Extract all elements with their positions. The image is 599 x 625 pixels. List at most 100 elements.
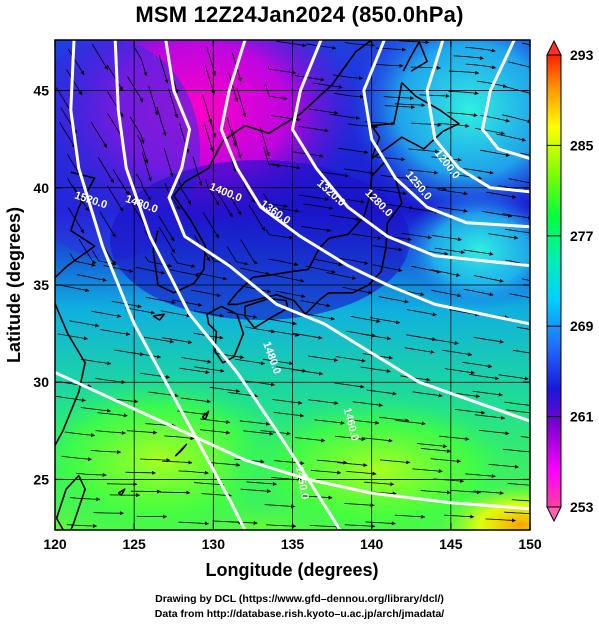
- streamline-arrow: [269, 206, 300, 213]
- streamline-arrow: [406, 309, 437, 317]
- coastline: [226, 161, 403, 315]
- streamline-arrow: [309, 524, 341, 529]
- streamline-arrow: [338, 147, 369, 155]
- streamline-arrow: [350, 316, 381, 324]
- streamline-arrow: [107, 482, 138, 487]
- streamline-arrow: [420, 490, 451, 495]
- streamline-arrow: [310, 469, 342, 475]
- streamline-arrow: [127, 76, 144, 103]
- colorbar-label: 253: [570, 499, 594, 515]
- streamline-arrow: [144, 256, 173, 268]
- streamline-arrow: [439, 123, 470, 128]
- streamline-arrow: [164, 435, 195, 441]
- streamline-arrow: [338, 257, 369, 265]
- streamline-arrow: [199, 429, 231, 435]
- streamline-arrow: [455, 409, 486, 415]
- streamline-arrow: [346, 471, 377, 476]
- streamline-arrow: [80, 407, 111, 413]
- streamline-arrow: [394, 514, 426, 519]
- streamline-arrow: [90, 121, 108, 148]
- x-tick-label: 130: [202, 536, 226, 552]
- streamline-arrow: [276, 40, 307, 48]
- streamline-arrow: [498, 374, 529, 381]
- streamline-arrow: [265, 84, 288, 101]
- x-tick-label: 150: [518, 536, 542, 552]
- streamline-arrow: [292, 369, 324, 376]
- streamline-arrow: [168, 88, 179, 119]
- streamline-arrow: [400, 375, 431, 382]
- streamline-arrow: [329, 214, 360, 222]
- streamline-arrow: [379, 459, 411, 465]
- streamline-arrow: [205, 178, 220, 206]
- coastline: [201, 410, 210, 420]
- streamline-arrow: [520, 436, 530, 439]
- streamline-arrow: [97, 157, 115, 184]
- streamline-arrow: [502, 213, 530, 220]
- streamline-arrow: [521, 42, 530, 46]
- streamline-arrow: [447, 112, 478, 118]
- streamline-arrow: [265, 229, 294, 240]
- streamline-arrow: [179, 367, 210, 375]
- x-axis-title: Longitude (degrees): [205, 560, 378, 580]
- streamline-arrow: [292, 332, 323, 340]
- streamline-arrow: [374, 156, 406, 162]
- streamline-arrow: [69, 497, 101, 502]
- y-tick-label: 40: [33, 180, 49, 196]
- streamline-arrow: [361, 333, 392, 341]
- streamline-arrow: [352, 401, 383, 408]
- streamline-arrow: [72, 185, 89, 212]
- coastline: [152, 140, 224, 294]
- streamline-arrow: [129, 116, 145, 144]
- streamline-arrow: [434, 247, 465, 255]
- streamline-arrow: [197, 272, 228, 281]
- streamline-arrow: [125, 470, 156, 475]
- streamline-arrow: [480, 149, 510, 157]
- streamline-arrow: [508, 61, 530, 68]
- streamline-arrow: [69, 253, 96, 267]
- streamline-arrow: [394, 103, 426, 108]
- streamline-arrow: [448, 90, 479, 96]
- streamline-arrow: [420, 448, 452, 454]
- streamline-arrow: [192, 156, 203, 186]
- contour-line: [362, 40, 530, 229]
- streamline-arrow: [318, 171, 349, 178]
- streamline-arrow: [246, 481, 277, 486]
- streamline-arrow: [399, 40, 430, 45]
- streamline-arrow: [404, 347, 435, 354]
- streamline-arrow: [162, 337, 193, 345]
- streamline-arrow: [334, 382, 365, 389]
- coastline: [117, 488, 126, 496]
- streamline-arrow: [412, 391, 443, 398]
- colorbar: 293 285 277 269 261 253: [546, 39, 594, 523]
- streamline-arrow: [516, 326, 530, 330]
- streamline-arrow: [95, 430, 126, 435]
- streamline-arrow: [506, 409, 530, 414]
- streamline-arrow: [240, 488, 271, 494]
- streamline-arrow: [91, 43, 109, 70]
- streamline-arrow: [430, 269, 461, 277]
- streamline-arrow: [158, 226, 176, 254]
- streamline-arrow: [431, 156, 462, 162]
- streamline-arrow: [351, 233, 382, 240]
- streamline-arrow: [235, 358, 266, 366]
- streamline-arrow: [378, 416, 410, 423]
- streamline-arrow: [443, 514, 475, 519]
- streamline-arrow: [59, 122, 76, 149]
- coastline: [402, 41, 428, 72]
- streamline-arrow: [473, 336, 504, 344]
- streamline-arrow: [99, 211, 116, 238]
- contour-label: 1450.0: [293, 465, 311, 500]
- streamline-arrow: [266, 524, 297, 529]
- streamline-arrow: [103, 265, 134, 273]
- streamline-arrow: [308, 108, 339, 115]
- streamline-arrow: [344, 168, 375, 175]
- streamline-arrow: [365, 521, 396, 526]
- streamline-arrow: [298, 126, 329, 133]
- streamline-arrow: [100, 329, 131, 336]
- streamline-arrow: [488, 233, 519, 240]
- streamline-arrow: [55, 87, 73, 114]
- streamline-arrow: [97, 412, 128, 418]
- streamline-arrow: [305, 265, 336, 274]
- streamline-arrow: [307, 355, 339, 362]
